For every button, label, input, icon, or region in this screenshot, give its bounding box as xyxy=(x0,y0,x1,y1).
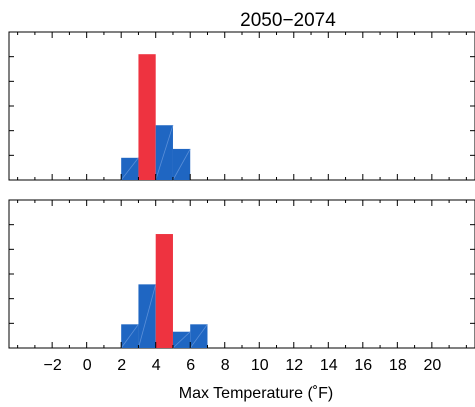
bar-hatch-bottom-4 xyxy=(189,324,208,349)
xtick-label: 4 xyxy=(152,357,161,374)
xtick-label: 16 xyxy=(354,357,372,374)
panel-bottom xyxy=(8,199,475,349)
x-axis-label: Max Temperature (˚F) xyxy=(179,385,333,402)
panel-bottom-frame xyxy=(8,199,475,349)
xtick-label: −2 xyxy=(44,357,62,374)
xtick-label: 8 xyxy=(221,357,230,374)
chart-title: 2050−2074 xyxy=(240,10,336,31)
panel-bottom-bars xyxy=(120,234,208,349)
xtick-label: 10 xyxy=(251,357,269,374)
xtick-label: 0 xyxy=(83,357,92,374)
bar-hatch-bottom-3 xyxy=(172,331,191,349)
xtick-label: 18 xyxy=(389,357,407,374)
bar-hatch-top-0 xyxy=(120,157,139,181)
xtick-label: 2 xyxy=(117,357,126,374)
bar-hatch-bottom-1 xyxy=(138,284,157,349)
panel-bottom-ticks xyxy=(9,200,475,348)
x-tick-labels: −2 0 2 4 6 8 10 12 14 16 18 20 xyxy=(44,357,442,374)
xtick-label: 14 xyxy=(320,357,338,374)
bar-hatch-bottom-0 xyxy=(120,324,139,349)
panel-top-frame xyxy=(8,31,475,181)
bar-bottom-2 xyxy=(155,234,173,348)
panel-top xyxy=(8,31,475,181)
bar-hatch-top-3 xyxy=(172,148,191,181)
xtick-label: 6 xyxy=(186,357,195,374)
bar-hatch-top-2 xyxy=(155,125,174,181)
xtick-label: 20 xyxy=(423,357,441,374)
bar-top-1 xyxy=(138,54,156,181)
panel-top-bars xyxy=(120,54,191,181)
panel-top-ticks xyxy=(9,32,475,180)
xtick-label: 12 xyxy=(285,357,303,374)
